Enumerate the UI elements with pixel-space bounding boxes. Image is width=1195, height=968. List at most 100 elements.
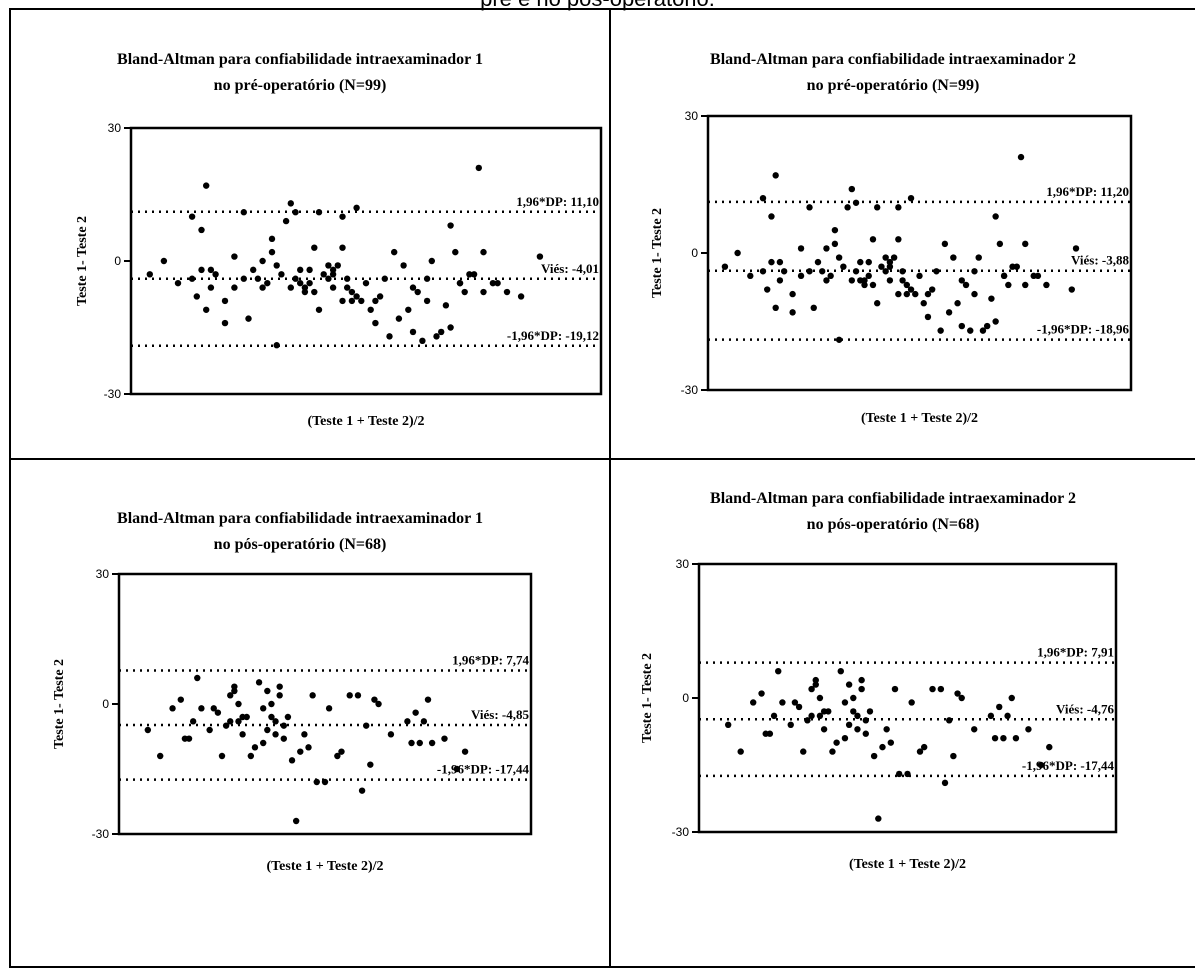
data-point [950, 752, 957, 760]
data-point [358, 787, 366, 794]
data-point [185, 735, 193, 742]
data-point [338, 748, 345, 755]
data-point [348, 297, 356, 305]
data-point [835, 336, 843, 343]
data-point [447, 222, 454, 229]
plot-frame [706, 114, 1133, 392]
data-point [764, 286, 771, 293]
y-tick-label: 30 [108, 121, 122, 135]
data-point [929, 685, 936, 693]
data-point [823, 277, 830, 284]
data-point [820, 726, 828, 733]
data-point [845, 681, 853, 688]
data-point [264, 279, 271, 287]
plot-frame [117, 572, 533, 836]
data-point [962, 281, 970, 289]
data-point [409, 328, 417, 336]
data-point [428, 257, 435, 265]
data-point [907, 286, 915, 293]
data-point [858, 685, 865, 693]
data-point [386, 333, 393, 340]
data-point [339, 244, 346, 251]
data-point [1037, 761, 1045, 769]
data-point [404, 718, 411, 725]
data-point [841, 699, 849, 706]
data-point [886, 258, 894, 266]
data-point [845, 721, 853, 728]
data-point [177, 696, 184, 703]
data-point [320, 271, 327, 278]
data-point [758, 690, 765, 697]
data-point [305, 744, 312, 751]
data-point [372, 319, 379, 327]
data-point [850, 694, 857, 702]
figure-caption: pré e no pós-operatório. [0, 0, 1195, 12]
data-point [875, 815, 882, 822]
data-point [280, 722, 287, 729]
data-point [886, 277, 894, 284]
chart-panel-4: Bland-Altman para confiabilidade intraex… [611, 460, 1195, 958]
data-point [879, 743, 886, 751]
data-point [861, 281, 868, 289]
data-point [321, 778, 329, 786]
data-point [188, 275, 196, 282]
data-point [387, 731, 395, 738]
data-point [292, 817, 300, 825]
data-point [816, 712, 824, 720]
data-point [276, 692, 283, 699]
data-point [958, 277, 965, 284]
data-point [311, 244, 318, 251]
data-point [247, 752, 255, 760]
data-point [203, 306, 210, 313]
data-point [339, 213, 346, 220]
data-point [996, 703, 1003, 711]
data-point [344, 284, 351, 291]
data-point [958, 694, 965, 702]
data-point [858, 676, 865, 684]
data-point [480, 288, 487, 296]
data-point [358, 297, 365, 305]
data-point [835, 254, 843, 261]
data-point [243, 713, 250, 721]
data-point [865, 272, 872, 280]
data-point [517, 293, 525, 300]
reference-line-label: 1,96*DP: 7,91 [1037, 645, 1114, 660]
reference-line-label: Viés: -4,01 [541, 261, 599, 276]
data-point [325, 705, 333, 712]
data-point [795, 703, 803, 711]
data-point [814, 258, 822, 266]
data-point [254, 275, 262, 282]
data-point [218, 752, 226, 760]
chart-subtitle: no pós-operatório (N=68) [214, 536, 387, 553]
data-point [850, 708, 857, 715]
data-point [891, 685, 899, 693]
data-point [306, 266, 313, 274]
chart-subtitle: no pré-operatório (N=99) [214, 77, 387, 94]
data-point [987, 712, 995, 720]
data-point [297, 748, 304, 755]
data-point [344, 275, 351, 282]
data-point [353, 204, 360, 211]
data-point [284, 713, 292, 721]
data-point [895, 770, 903, 778]
data-point [779, 699, 786, 706]
y-tick-label: 30 [685, 109, 699, 123]
data-point [461, 748, 469, 755]
x-axis-label: (Teste 1 + Teste 2)/2 [307, 414, 424, 429]
data-point [928, 286, 936, 293]
data-point [198, 266, 205, 274]
data-point [937, 327, 944, 334]
data-point [273, 262, 280, 269]
data-point [423, 275, 431, 282]
data-point [371, 696, 378, 703]
data-point [144, 726, 152, 734]
data-point [301, 284, 309, 291]
data-point [883, 726, 890, 733]
data-point [772, 304, 779, 311]
data-point [268, 700, 275, 708]
data-point [313, 778, 320, 786]
data-point [916, 748, 924, 755]
y-tick-label: -30 [681, 383, 699, 397]
data-point [376, 293, 384, 300]
data-point [797, 272, 805, 280]
